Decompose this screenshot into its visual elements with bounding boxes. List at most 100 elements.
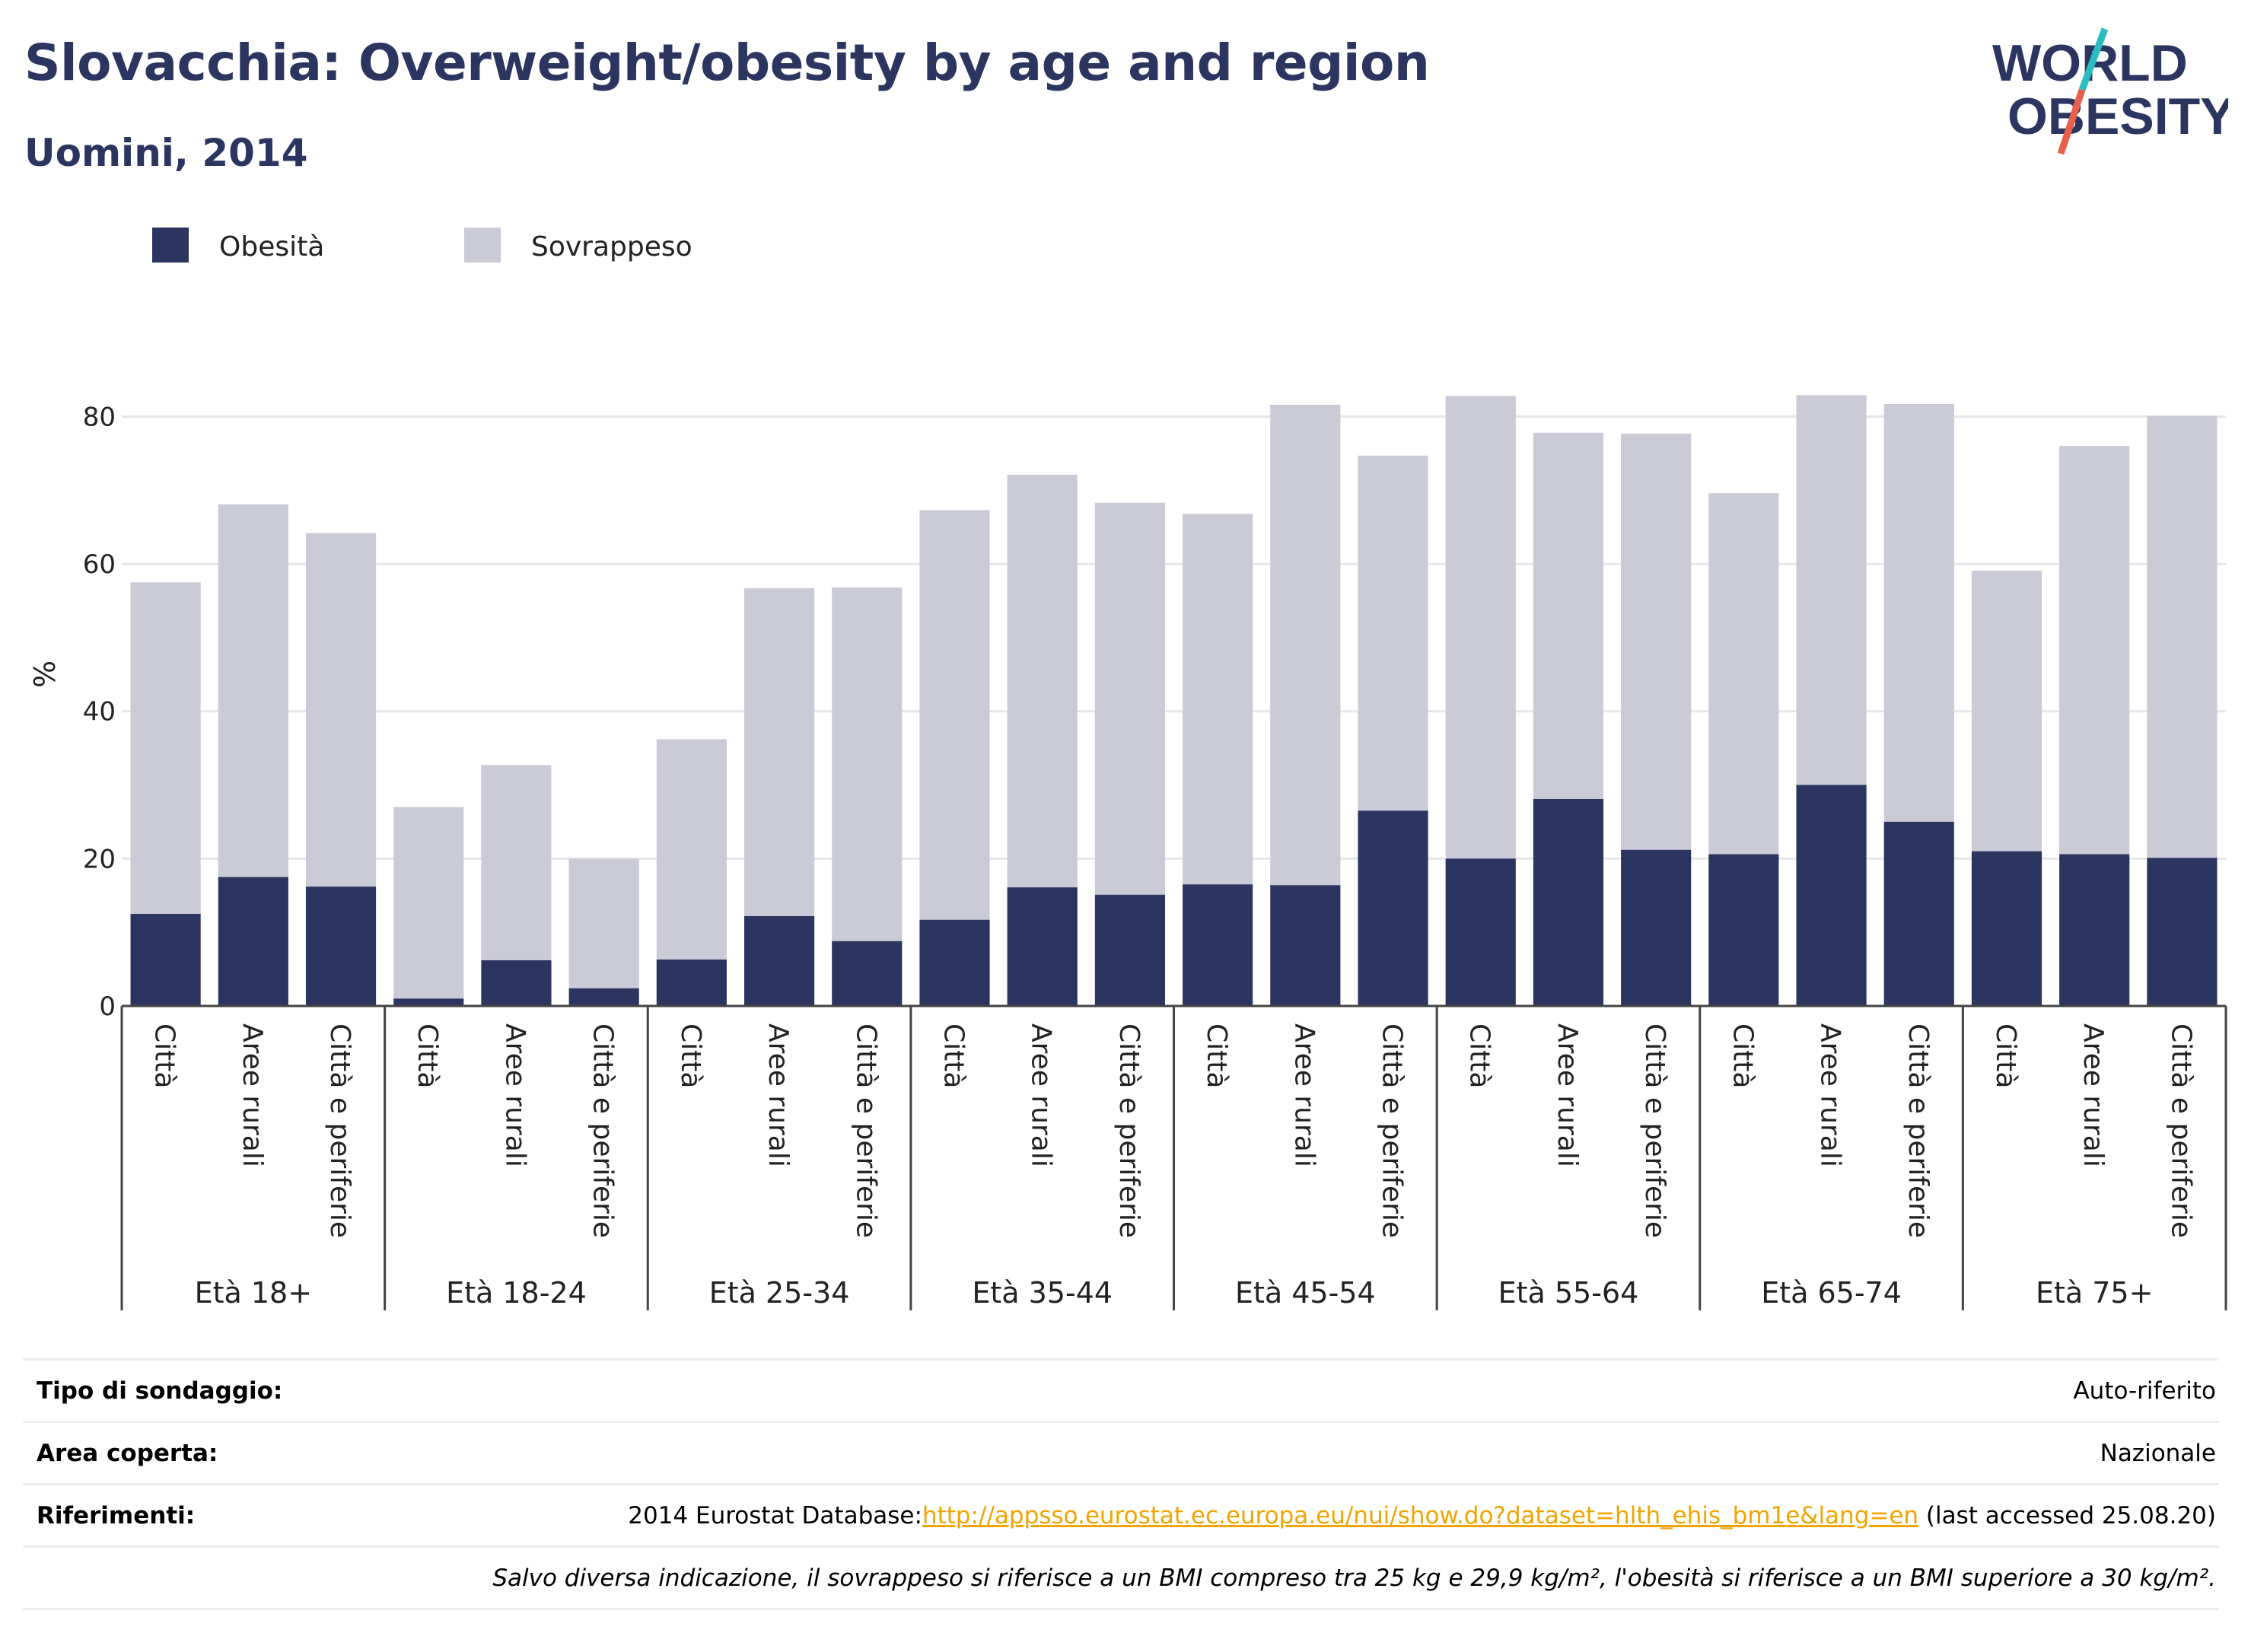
x-category-label: Aree rurali [1815,1023,1846,1167]
x-category-label: Aree rurali [499,1023,530,1167]
bar-obesity [393,998,464,1006]
bar-overweight [1796,395,1867,785]
bar-overweight [1007,474,1078,888]
legend-label-overweight: Sovrappeso [531,231,692,263]
info-bottom-divider [23,1608,2219,1610]
world-obesity-logo: WORLD OBESITY [1992,27,2228,155]
references-prefix: 2014 Eurostat Database: [628,1502,922,1529]
x-category-label: Città [1464,1023,1495,1088]
bar-overweight [305,533,377,887]
bar-obesity [1708,854,1779,1006]
references-label: Riferimenti: [37,1502,196,1529]
bar-overweight [2147,415,2218,858]
y-tick-label: 20 [83,844,116,874]
bar-overweight [568,858,639,988]
bar-overweight [1183,514,1253,885]
references-link[interactable]: http://appsso.eurostat.ec.europa.eu/nui/… [922,1502,1919,1529]
bar-overweight [1094,502,1165,895]
x-group-label: Età 18+ [195,1276,312,1310]
y-axis-label: % [28,660,62,688]
bar-obesity [218,877,288,1006]
bar-overweight [919,510,990,920]
x-category-label: Città e periferie [850,1023,881,1238]
bar-obesity [481,960,552,1006]
page-subtitle: Uomini, 2014 [24,131,308,175]
x-category-label: Città e periferie [1902,1023,1934,1238]
references-suffix: (last accessed 25.08.20) [1918,1502,2216,1529]
bar-obesity [1358,810,1428,1006]
bar-overweight [1971,570,2042,851]
x-category-label: Città e periferie [2165,1023,2196,1238]
bar-obesity [305,886,377,1006]
y-tick-label: 40 [83,697,116,727]
x-category-label: Città [149,1023,180,1088]
y-tick-label: 0 [99,992,116,1022]
bar-obesity [743,915,815,1006]
x-category-label: Città e periferie [1377,1023,1408,1238]
bar-overweight [2059,446,2130,855]
bar-obesity [568,988,639,1006]
x-category-label: Aree rurali [2077,1023,2109,1167]
legend-swatch-overweight [464,228,501,263]
bar-obesity [1270,885,1341,1006]
x-category-label: Città e periferie [324,1023,355,1238]
definition-note: Salvo diversa indicazione, il sovrappeso… [492,1564,2216,1592]
info-row-references: Riferimenti: 2014 Eurostat Database:http… [23,1483,2219,1548]
references-value: 2014 Eurostat Database:http://appsso.eur… [628,1502,2216,1529]
x-group-label: Età 45-54 [1235,1276,1376,1310]
bar-overweight [1621,433,1692,850]
survey-type-label: Tipo di sondaggio: [37,1377,283,1405]
info-row-survey-type: Tipo di sondaggio: Auto-riferito [23,1358,2219,1423]
bar-overweight [393,807,464,999]
bar-overweight [832,587,903,941]
x-group-label: Età 35-44 [972,1276,1113,1310]
bar-overweight [1358,455,1428,811]
logo-line2: OBESITY [2007,88,2228,145]
bar-obesity [130,913,201,1006]
x-category-label: Città [938,1023,969,1088]
bar-obesity [1445,858,1516,1006]
legend-swatch-obesity [152,228,189,263]
bar-obesity [832,941,903,1006]
bar-obesity [2059,854,2130,1006]
bar-obesity [1007,887,1078,1006]
x-category-label: Aree rurali [1552,1023,1583,1167]
y-tick-label: 80 [83,402,116,432]
bar-overweight [1445,396,1516,859]
bar-obesity [1883,821,1954,1006]
bar-obesity [2147,858,2218,1006]
x-category-label: Città e periferie [1639,1023,1670,1238]
bar-obesity [919,919,990,1006]
bar-obesity [1533,798,1604,1006]
x-category-label: Città [1727,1023,1758,1088]
area-value: Nazionale [2100,1440,2216,1467]
x-category-label: Aree rurali [1026,1023,1057,1167]
bar-overweight [743,588,815,916]
x-category-label: Città e periferie [587,1023,619,1238]
x-category-label: Aree rurali [763,1023,794,1167]
x-category-label: Aree rurali [237,1023,268,1167]
x-category-label: Città [412,1023,443,1088]
x-category-label: Città [675,1023,706,1088]
bar-obesity [1796,785,1867,1006]
x-category-label: Città [1201,1023,1232,1088]
bar-obesity [1971,851,2042,1006]
bar-overweight [656,739,727,960]
legend-label-obesity: Obesità [219,231,324,263]
bar-obesity [1094,894,1165,1006]
bar-obesity [1621,849,1692,1006]
stacked-bar-chart: Obesità Sovrappeso 0 20 40 60 80% Città Aree rur… [28,228,2227,1310]
x-group-label: Età 75+ [2036,1276,2153,1310]
y-tick-label: 60 [83,549,116,580]
info-row-area: Area coperta: Nazionale [23,1421,2219,1485]
x-category-label: Aree rurali [1288,1023,1320,1167]
page-title: Slovacchia: Overweight/obesity by age an… [24,33,1430,92]
x-group-label: Età 18-24 [446,1276,587,1310]
bar-overweight [1533,432,1604,799]
info-row-note: Salvo diversa indicazione, il sovrappeso… [23,1545,2219,1610]
x-category-label: Città e periferie [1113,1023,1145,1238]
survey-type-value: Auto-riferito [2073,1377,2216,1405]
bar-obesity [1183,884,1253,1006]
x-group-label: Età 25-34 [709,1276,850,1310]
bar-overweight [481,765,552,960]
